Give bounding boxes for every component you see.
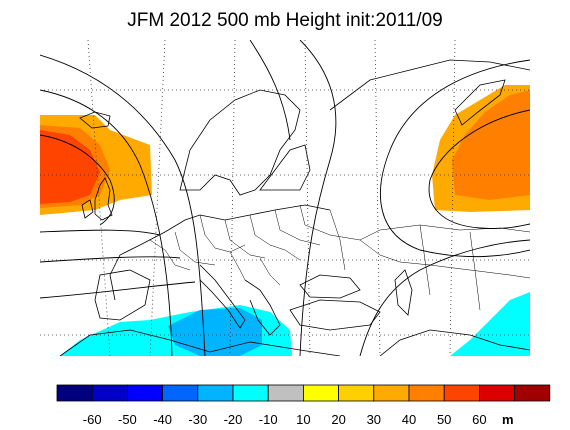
ireland-coast — [81, 199, 94, 219]
colorbar-tick-labels: -60 -50 -40 -30 -20 -10 10 20 30 40 50 60 — [83, 412, 487, 427]
caspian-coast — [394, 269, 413, 316]
colorbar-swatch — [302, 384, 339, 402]
colorbar-swatch — [127, 384, 164, 402]
colorbar-tick-label: -30 — [188, 412, 207, 427]
colorbar-unit: m — [502, 412, 514, 427]
italy-coast — [199, 264, 246, 329]
colorbar-swatch — [56, 384, 93, 402]
colorbar-swatch — [232, 384, 269, 402]
colorbar-swatch — [197, 384, 234, 402]
iberia-coast — [94, 269, 151, 321]
africa-coast — [59, 329, 341, 356]
colorbar-tick-label: -10 — [259, 412, 278, 427]
colorbar-swatches — [56, 384, 551, 402]
colorbar-tick-label: 40 — [402, 412, 416, 427]
anomaly-pos-siberia-core — [452, 90, 530, 200]
map-content — [40, 40, 530, 356]
balkans-coast — [244, 279, 281, 336]
colorbar-swatch — [408, 384, 445, 402]
colorbar-swatch — [338, 384, 375, 402]
black-sea-coast — [299, 274, 361, 299]
colorbar-tick-label: -20 — [224, 412, 243, 427]
arctic-coast — [329, 59, 530, 111]
uk-coast — [94, 177, 113, 221]
europe-coast — [109, 204, 331, 301]
colorbar-swatch — [91, 384, 128, 402]
colorbar-tick-label: -60 — [83, 412, 102, 427]
iceland-coast — [79, 111, 111, 129]
colorbar-swatch — [162, 384, 199, 402]
anomaly-shading — [40, 85, 530, 356]
colorbar-tick-label: 20 — [331, 412, 345, 427]
height-contours — [40, 40, 530, 356]
colorbar-tick-label: 50 — [437, 412, 451, 427]
turkey-coast — [289, 299, 381, 331]
colorbar-swatch — [514, 384, 551, 402]
colorbar-swatch — [443, 384, 480, 402]
colorbar-swatch — [478, 384, 515, 402]
scandinavia-coast — [179, 89, 301, 196]
finland-coast — [259, 144, 311, 191]
anomaly-neg-east — [450, 292, 530, 356]
colorbar-tick-label: 30 — [367, 412, 381, 427]
colorbar-tick-label: -40 — [153, 412, 172, 427]
anomaly-pos-atlantic-core2 — [40, 130, 100, 204]
colorbar-swatch — [373, 384, 410, 402]
novaya-zemlya — [454, 79, 506, 126]
country-borders — [149, 204, 530, 311]
graticule — [40, 40, 530, 356]
coastlines — [59, 59, 530, 356]
colorbar-tick-label: 60 — [472, 412, 486, 427]
colorbar-tick-label: -50 — [118, 412, 137, 427]
colorbar-swatch — [267, 384, 304, 402]
map-title: JFM 2012 500 mb Height init:2011/09 — [127, 10, 443, 31]
anomaly-neg-med-core — [168, 308, 262, 356]
colorbar-tick-label: 10 — [296, 412, 310, 427]
